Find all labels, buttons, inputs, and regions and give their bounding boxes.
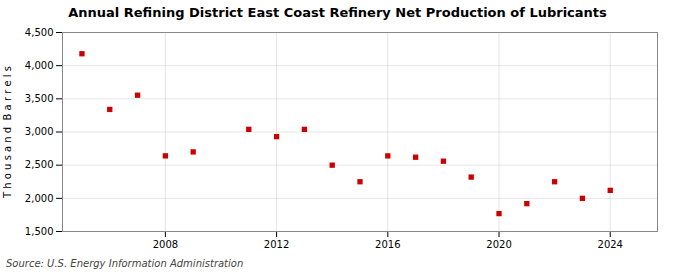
svg-text:4,500: 4,500 xyxy=(25,27,54,38)
svg-text:3,000: 3,000 xyxy=(25,126,54,137)
svg-text:1,500: 1,500 xyxy=(25,226,54,237)
svg-text:2016: 2016 xyxy=(375,239,400,250)
html-text:Annual Refining District East: Annual Refining District East Coast Refi… xyxy=(68,5,607,20)
svg-text:2020: 2020 xyxy=(486,239,511,250)
svg-text:T h o u s a n d B a r r e l s: T h o u s a n d B a r r e l s xyxy=(2,66,13,199)
svg-text:2008: 2008 xyxy=(153,239,178,250)
svg-text:3,500: 3,500 xyxy=(25,93,54,104)
svg-text:2024: 2024 xyxy=(598,239,623,250)
svg-text:2,500: 2,500 xyxy=(25,159,54,170)
html-text:Source: U.S. Energy Informatio: Source: U.S. Energy Information Administ… xyxy=(6,258,244,269)
svg-text:2012: 2012 xyxy=(264,239,289,250)
svg-text:4,000: 4,000 xyxy=(25,60,54,71)
svg-text:2,000: 2,000 xyxy=(25,193,54,204)
